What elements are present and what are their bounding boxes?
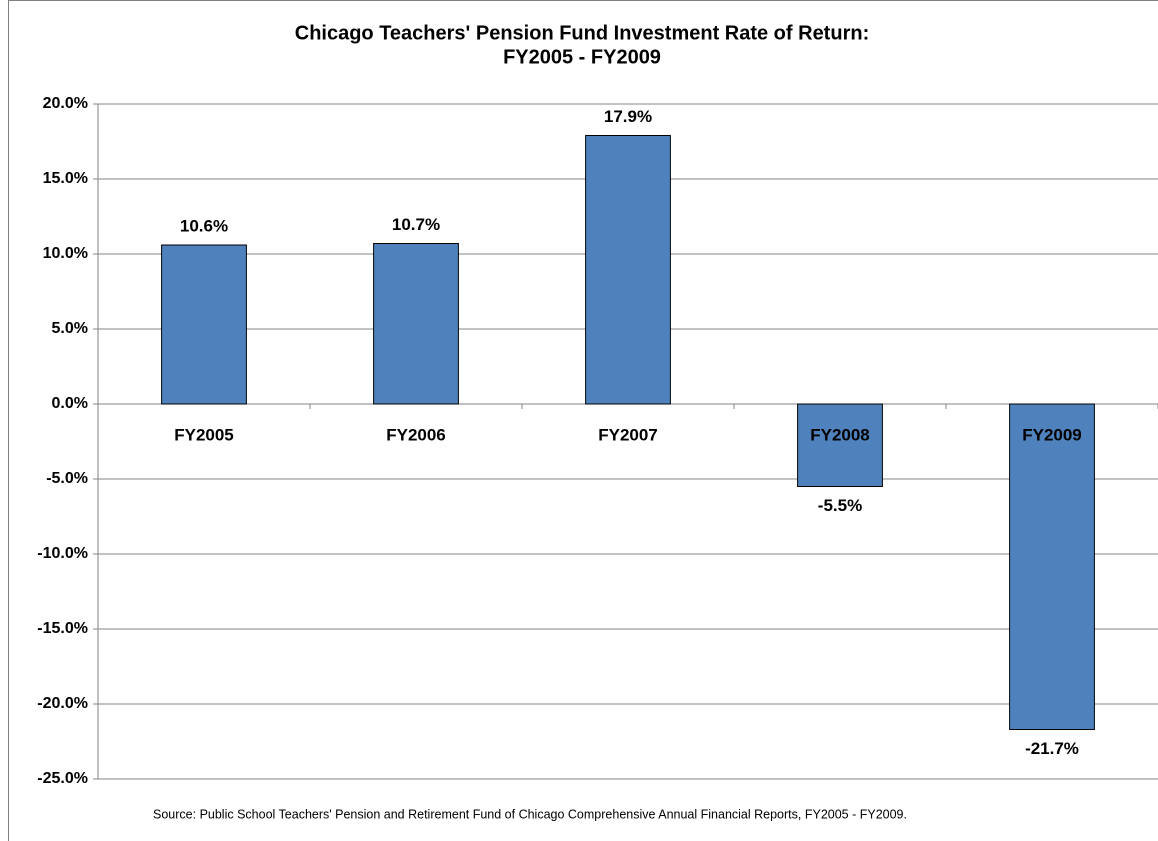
y-tick-label: -25.0%	[37, 770, 88, 787]
data-label: 10.7%	[392, 215, 440, 234]
x-tick-label: FY2009	[1022, 425, 1082, 444]
data-label: -5.5%	[818, 496, 862, 515]
source-note: Source: Public School Teachers' Pension …	[153, 807, 907, 821]
bar	[797, 403, 883, 487]
y-tick-label: 5.0%	[52, 320, 88, 337]
y-tick-label: -15.0%	[37, 620, 88, 637]
y-tick-label: 0.0%	[52, 395, 88, 412]
x-tick-label: FY2008	[810, 425, 870, 444]
chart-title: Chicago Teachers' Pension Fund Investmen…	[295, 22, 869, 44]
bar	[585, 135, 671, 405]
x-tick-label: FY2006	[386, 425, 446, 444]
x-tick-label: FY2007	[598, 425, 658, 444]
chart-subtitle: FY2005 - FY2009	[503, 46, 661, 68]
y-tick-label: -10.0%	[37, 545, 88, 562]
y-tick-label: -20.0%	[37, 695, 88, 712]
data-label: -21.7%	[1025, 739, 1079, 758]
y-tick-label: 20.0%	[43, 95, 88, 112]
y-tick-label: 10.0%	[43, 245, 88, 262]
bar	[1009, 403, 1095, 730]
data-label: 17.9%	[604, 107, 652, 126]
bar	[373, 243, 459, 405]
bar	[161, 244, 247, 405]
y-tick-label: 15.0%	[43, 170, 88, 187]
data-label: 10.6%	[180, 216, 228, 235]
chart-frame	[8, 0, 1158, 841]
x-tick-label: FY2005	[174, 425, 234, 444]
y-tick-label: -5.0%	[46, 470, 88, 487]
